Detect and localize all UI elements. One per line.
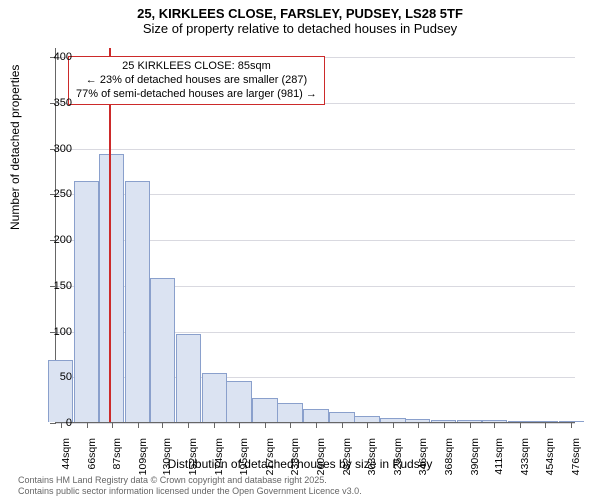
histogram-bar (99, 154, 124, 422)
histogram-bar (252, 398, 277, 422)
xtick (162, 422, 163, 428)
chart-subtitle: Size of property relative to detached ho… (0, 21, 600, 36)
xtick (290, 422, 291, 428)
xtick (188, 422, 189, 428)
xtick (444, 422, 445, 428)
chart-title: 25, KIRKLEES CLOSE, FARSLEY, PUDSEY, LS2… (0, 6, 600, 21)
footer-attribution: Contains HM Land Registry data © Crown c… (18, 475, 362, 497)
histogram-bar (202, 373, 227, 422)
annotation-line-2: ← 23% of detached houses are smaller (28… (76, 74, 317, 88)
ytick-label: 50 (60, 371, 72, 383)
xtick (265, 422, 266, 428)
xtick (214, 422, 215, 428)
xtick (545, 422, 546, 428)
histogram-bar (277, 403, 302, 422)
footer-line-2: Contains public sector information licen… (18, 486, 362, 497)
yaxis-title: Number of detached properties (8, 65, 22, 230)
ytick-label: 0 (66, 417, 72, 429)
annotation-line-1: 25 KIRKLEES CLOSE: 85sqm (76, 60, 317, 74)
xtick (61, 422, 62, 428)
xtick (520, 422, 521, 428)
footer-line-1: Contains HM Land Registry data © Crown c… (18, 475, 362, 486)
histogram-bar (150, 278, 175, 422)
annotation-box: 25 KIRKLEES CLOSE: 85sqm ← 23% of detach… (68, 56, 325, 105)
ytick-label: 350 (54, 97, 72, 109)
xtick (494, 422, 495, 428)
ytick-label: 150 (54, 280, 72, 292)
xtick (316, 422, 317, 428)
title-block: 25, KIRKLEES CLOSE, FARSLEY, PUDSEY, LS2… (0, 0, 600, 36)
histogram-bar (176, 334, 201, 422)
histogram-bar (303, 409, 328, 422)
ytick-label: 250 (54, 188, 72, 200)
xtick (112, 422, 113, 428)
xtick (571, 422, 572, 428)
xtick (418, 422, 419, 428)
histogram-bar (329, 412, 354, 422)
annotation-line-3: 77% of semi-detached houses are larger (… (76, 88, 317, 102)
histogram-bar (226, 381, 251, 422)
ytick-label: 200 (54, 234, 72, 246)
xtick (393, 422, 394, 428)
histogram-bar (48, 360, 73, 422)
histogram-bar (74, 181, 99, 422)
xtick (342, 422, 343, 428)
ytick-label: 300 (54, 143, 72, 155)
xtick (87, 422, 88, 428)
xaxis-title: Distribution of detached houses by size … (0, 457, 600, 471)
histogram-bar (125, 181, 150, 422)
xtick (367, 422, 368, 428)
xtick (239, 422, 240, 428)
ytick-label: 400 (54, 51, 72, 63)
xtick (138, 422, 139, 428)
gridline (56, 149, 575, 150)
xtick (470, 422, 471, 428)
ytick-label: 100 (54, 326, 72, 338)
ytick (50, 423, 56, 424)
